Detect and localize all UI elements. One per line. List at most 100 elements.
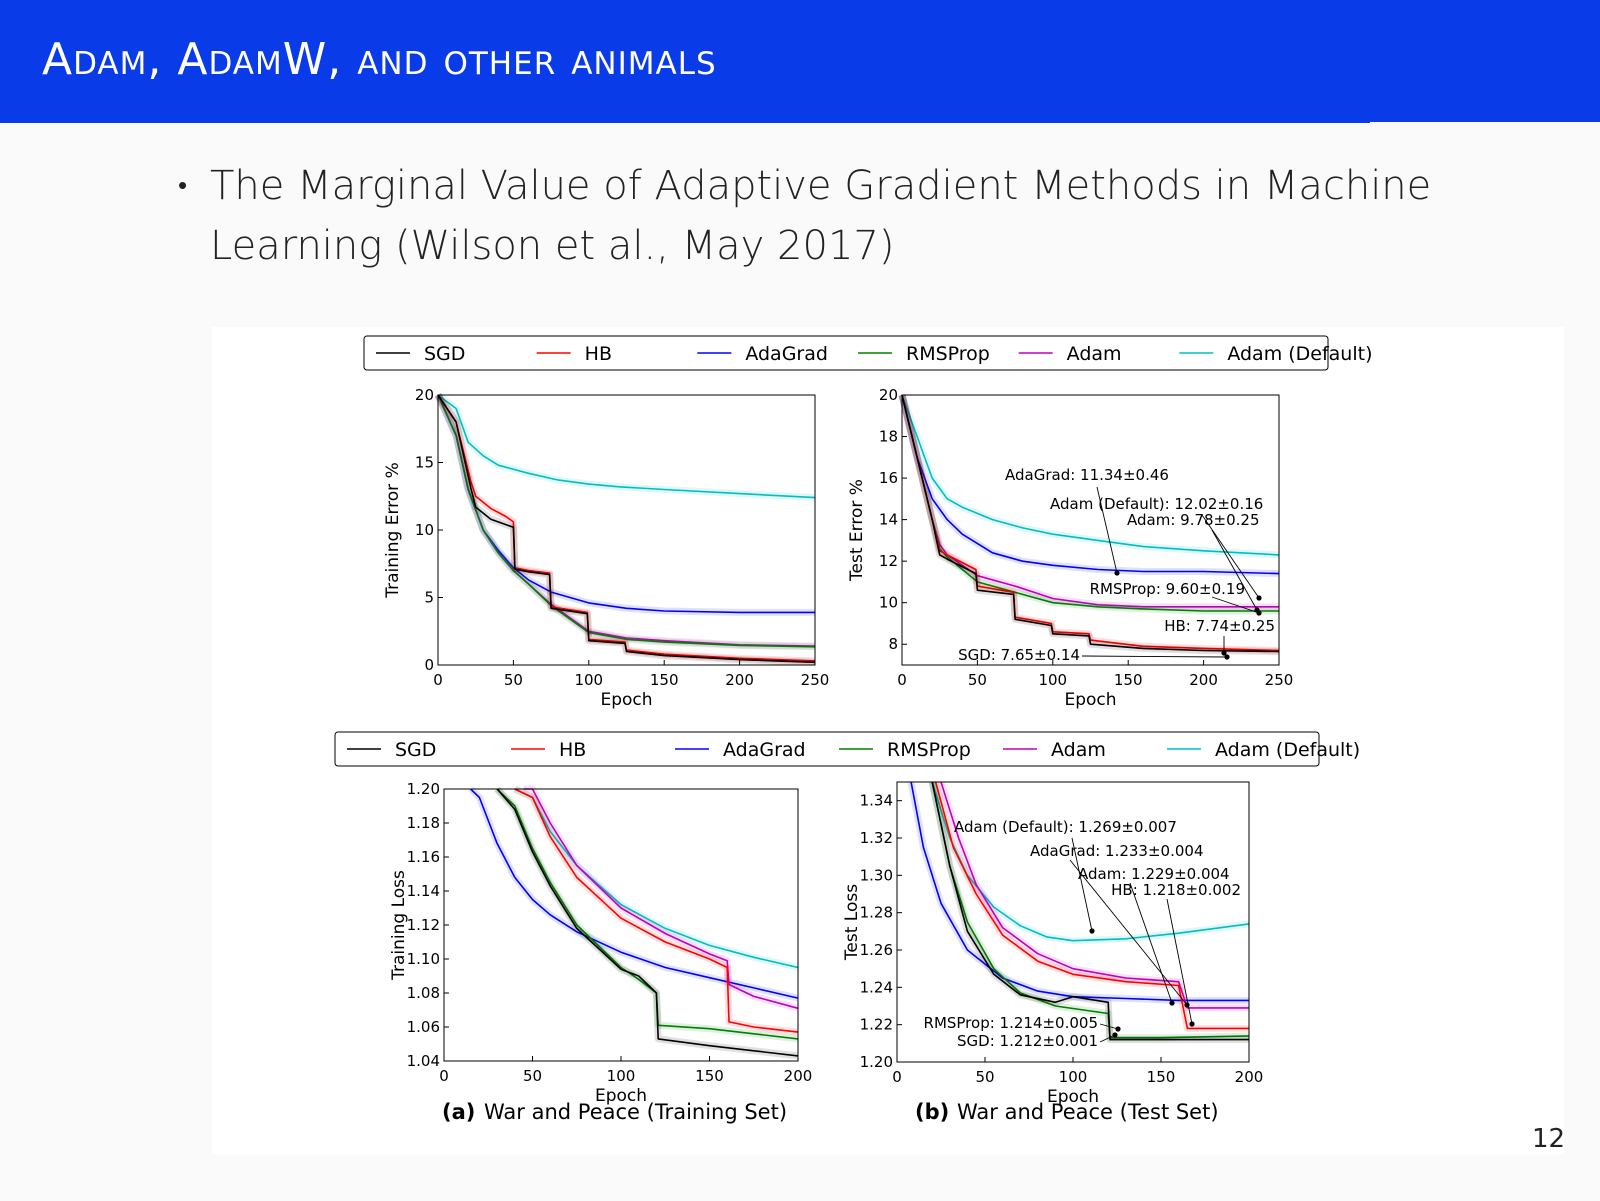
legend-label: SGD bbox=[424, 343, 465, 365]
y-tick-label: 1.34 bbox=[860, 792, 893, 810]
series-line-sgd bbox=[437, 394, 816, 664]
y-tick-label: 1.06 bbox=[407, 1018, 440, 1036]
annotation-arrow bbox=[1069, 859, 1188, 1006]
header-rule bbox=[0, 120, 1370, 123]
y-tick-label: 12 bbox=[879, 552, 898, 570]
legend-label: AdaGrad bbox=[723, 739, 806, 761]
legend-label: HB bbox=[559, 739, 586, 761]
annotation-arrowhead bbox=[1112, 1032, 1118, 1038]
x-tick-label: 200 bbox=[1235, 1068, 1264, 1086]
legend-label: HB bbox=[585, 343, 612, 365]
legend-box bbox=[363, 335, 1329, 371]
series-band-sgd bbox=[435, 393, 816, 666]
caption-b-text: War and Peace (Test Set) bbox=[957, 1100, 1219, 1124]
annotation-label: RMSProp: 9.60±0.19 bbox=[1090, 580, 1245, 598]
y-tick-label: 1.26 bbox=[860, 941, 893, 959]
series-band-adagrad bbox=[434, 393, 815, 616]
caption-a-text: War and Peace (Training Set) bbox=[484, 1100, 787, 1124]
x-tick-label: 150 bbox=[1114, 671, 1143, 689]
y-tick-label: 14 bbox=[879, 511, 898, 529]
x-tick-label: 100 bbox=[1038, 671, 1067, 689]
annotation-label: AdaGrad: 1.233±0.004 bbox=[1030, 842, 1204, 860]
annotation-arrowhead bbox=[1224, 654, 1230, 660]
y-axis-label: Training Error % bbox=[383, 462, 403, 598]
annotation-label: SGD: 1.212±0.001 bbox=[957, 1032, 1098, 1050]
x-tick-label: 200 bbox=[725, 671, 754, 689]
series-line-rmsprop bbox=[437, 394, 816, 648]
series-line-hb bbox=[437, 394, 816, 662]
slide-title: Adam, AdamW, and other animals bbox=[42, 34, 717, 85]
x-tick-label: 100 bbox=[574, 671, 603, 689]
annotation-arrowhead bbox=[1169, 1000, 1175, 1006]
x-tick-label: 150 bbox=[695, 1067, 724, 1085]
x-tick-label: 50 bbox=[504, 671, 523, 689]
x-tick-label: 250 bbox=[801, 671, 830, 689]
series-band-adam-default- bbox=[928, 780, 1250, 945]
annotation-arrowhead bbox=[1221, 650, 1227, 656]
plot-frame bbox=[437, 394, 816, 666]
annotation-arrow bbox=[1099, 1023, 1119, 1030]
legend-box bbox=[334, 731, 1320, 767]
x-tick-label: 50 bbox=[523, 1067, 542, 1085]
y-tick-label: 1.14 bbox=[407, 882, 440, 900]
annotation-arrowhead bbox=[1256, 610, 1262, 616]
y-tick-label: 1.16 bbox=[407, 848, 440, 866]
series-line-adam bbox=[523, 788, 799, 1010]
y-tick-label: 1.32 bbox=[860, 829, 893, 847]
y-tick-label: 1.18 bbox=[407, 814, 440, 832]
series-line-sgd bbox=[901, 394, 1280, 653]
legend-label: Adam (Default) bbox=[1215, 739, 1360, 761]
legend-label: AdaGrad bbox=[745, 343, 828, 365]
annotation-label: Adam: 1.229±0.004 bbox=[1078, 865, 1230, 883]
y-tick-label: 1.12 bbox=[407, 916, 440, 934]
annotation-arrow bbox=[1211, 596, 1260, 614]
y-tick-label: 20 bbox=[415, 386, 434, 404]
annotation-label: HB: 7.74±0.25 bbox=[1164, 617, 1275, 635]
annotation-arrow bbox=[1081, 655, 1228, 658]
series-band-hb bbox=[435, 393, 816, 665]
legend-label: Adam (Default) bbox=[1227, 343, 1372, 365]
x-tick-label: 0 bbox=[897, 671, 907, 689]
y-tick-label: 1.22 bbox=[860, 1016, 893, 1034]
plot-frame bbox=[901, 394, 1280, 666]
y-tick-label: 1.04 bbox=[407, 1052, 440, 1070]
annotation-arrow bbox=[1099, 1034, 1116, 1043]
figure-svg: SGD HB AdaGrad RMSProp Adam Adam (Default) SGD… bbox=[334, 335, 1373, 1124]
series-line-sgd bbox=[496, 788, 799, 1057]
caption-a-label: (a) bbox=[442, 1100, 475, 1124]
bullet-text: The Marginal Value of Adaptive Gradient … bbox=[210, 163, 1432, 269]
y-tick-label: 8 bbox=[888, 635, 898, 653]
legend-label: Adam bbox=[1067, 343, 1122, 365]
annotation-label: Adam (Default): 12.02±0.16 bbox=[1050, 495, 1263, 513]
series-band-adam-default- bbox=[435, 392, 816, 502]
annotation-arrowhead bbox=[1256, 595, 1262, 601]
y-axis-label: Test Error % bbox=[847, 479, 867, 582]
annotation-arrow bbox=[1129, 882, 1173, 1004]
x-axis-label: Epoch bbox=[595, 1086, 647, 1106]
y-tick-label: 10 bbox=[879, 594, 898, 612]
annotation-label: AdaGrad: 11.34±0.46 bbox=[1005, 466, 1169, 484]
legend-label: Adam bbox=[1051, 739, 1106, 761]
series-line-hb bbox=[934, 781, 1249, 1030]
y-tick-label: 1.30 bbox=[860, 866, 893, 884]
series-line-adagrad bbox=[910, 781, 1249, 1002]
y-tick-label: 1.24 bbox=[860, 978, 893, 996]
series-line-adam-default- bbox=[931, 781, 1250, 942]
y-tick-label: 18 bbox=[879, 428, 898, 446]
annotation-arrow bbox=[1166, 898, 1193, 1025]
y-tick-label: 1.10 bbox=[407, 950, 440, 968]
x-tick-label: 100 bbox=[607, 1067, 636, 1085]
y-axis-label: Training Loss bbox=[389, 870, 409, 981]
x-tick-label: 50 bbox=[968, 671, 987, 689]
y-tick-label: 5 bbox=[424, 589, 434, 607]
x-tick-label: 0 bbox=[433, 671, 443, 689]
legend-label: SGD bbox=[395, 739, 436, 761]
y-tick-label: 15 bbox=[415, 454, 434, 472]
y-tick-label: 16 bbox=[879, 469, 898, 487]
x-tick-label: 100 bbox=[1059, 1068, 1088, 1086]
series-line-adagrad bbox=[901, 394, 1280, 575]
annotation-arrow bbox=[1211, 529, 1258, 611]
x-tick-label: 0 bbox=[439, 1067, 449, 1085]
annotation-arrow bbox=[1071, 837, 1093, 932]
series-line-rmsprop bbox=[931, 781, 1250, 1039]
